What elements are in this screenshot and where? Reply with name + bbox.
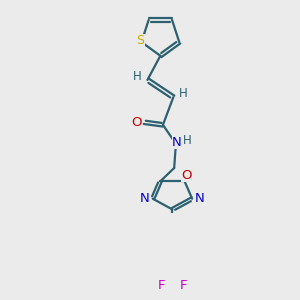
Text: O: O	[181, 169, 192, 182]
Text: O: O	[131, 116, 141, 129]
Text: N: N	[172, 136, 182, 149]
Text: F: F	[180, 279, 188, 292]
Text: H: H	[133, 70, 141, 83]
Text: F: F	[158, 279, 165, 292]
Text: S: S	[136, 34, 145, 47]
Text: H: H	[179, 87, 188, 100]
Text: N: N	[140, 192, 150, 205]
Text: H: H	[183, 134, 191, 147]
Text: N: N	[195, 192, 205, 205]
